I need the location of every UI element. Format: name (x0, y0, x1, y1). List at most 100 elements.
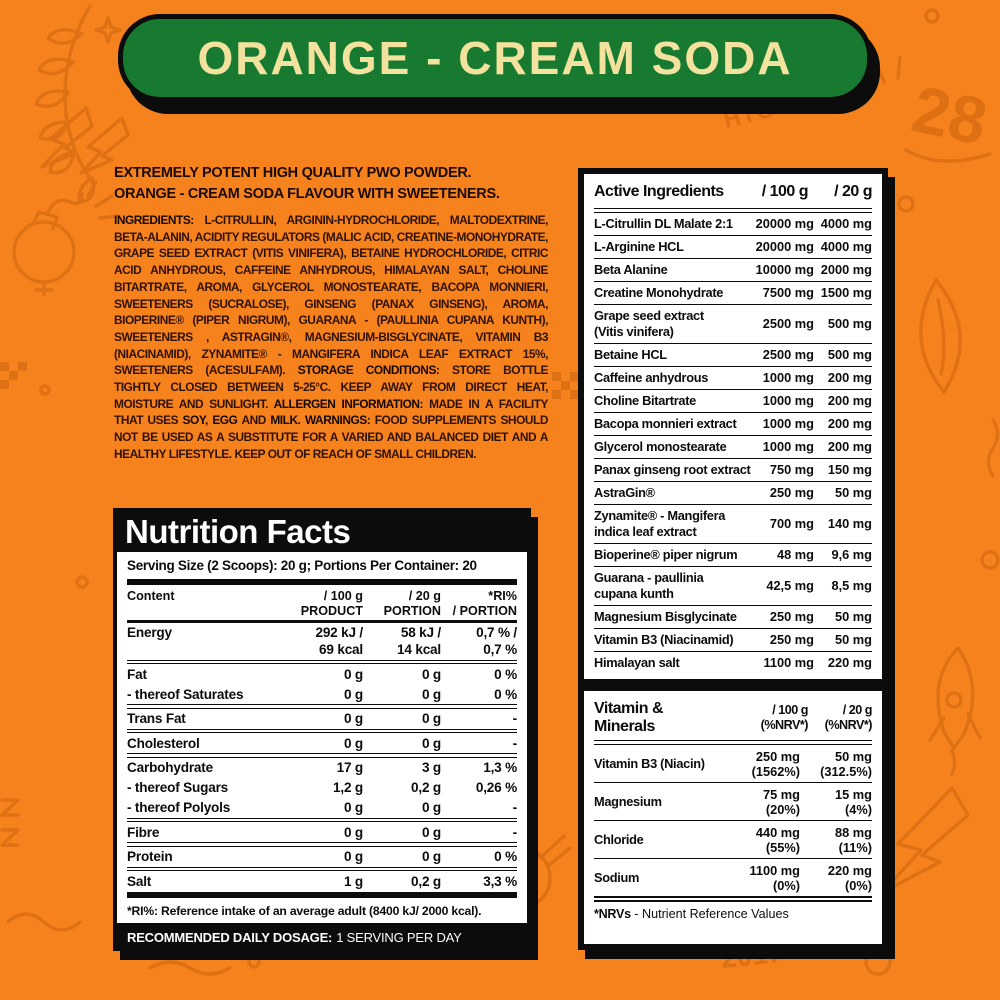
dosage-label: RECOMMENDED DAILY DOSAGE: (127, 929, 333, 945)
ingredient-row: Bioperine® piper nigrum 48 mg 9,6 mg (594, 543, 872, 566)
row-divider (127, 842, 517, 847)
leaf-icon (919, 278, 962, 394)
value-per-100g: 0 g (343, 686, 363, 702)
lightning-bolt-icon (79, 116, 130, 175)
ingredient-row: Choline Bitartrate 1000 mg 200 mg (594, 389, 872, 412)
nutrition-facts-title: Nutrition Facts (117, 512, 527, 552)
ingredient-row: Bacopa monnieri extract 1000 mg 200 mg (594, 412, 872, 435)
nutrient-name: Fat (127, 666, 147, 682)
nutrition-row: - thereof Polyols 0 g 0 g - (127, 798, 517, 818)
rocket-window-icon (945, 691, 963, 709)
ri-percent: - (512, 711, 518, 726)
header-divider (594, 208, 872, 213)
value-per-portion: 0 g (421, 824, 441, 840)
nutrition-row: Cholesterol 0 g 0 g - (127, 733, 517, 753)
ingredient-name: Vitamin B3 (Niacinamid) (594, 632, 734, 647)
header-divider (594, 740, 872, 745)
nrv-text: - Nutrient Reference Values (630, 907, 789, 921)
value-per-portion: 0,2 g (411, 780, 441, 795)
amount-per-100g: 1000 mg (762, 439, 814, 454)
column-per-100g-nrv: / 100 g (%NRV*) (760, 703, 809, 732)
ingredient-name: Himalayan salt (594, 655, 680, 670)
description-line-2: ORANGE - CREAM SODA FLAVOUR WITH SWEETEN… (114, 186, 500, 202)
nutrition-row: Trans Fat 0 g 0 g - (127, 709, 517, 729)
bomb-cap-icon (31, 192, 84, 231)
amount-per-100g: 440 mg (55%) (755, 824, 800, 855)
lightning-bolt-icon (40, 106, 94, 169)
ingredient-name: Creatine Monohydrate (594, 285, 724, 300)
amount-per-100g: 48 mg (777, 547, 814, 562)
column-per-100g: / 100 g PRODUCT (300, 589, 363, 618)
amount-per-20g: 9,6 mg (831, 547, 872, 562)
amount-per-100g: 20000 mg (755, 216, 814, 231)
ingredient-name: AstraGin® (594, 485, 655, 500)
nutrition-row: Energy 292 kJ /69 kcal 58 kJ /14 kcal 0,7 %… (127, 623, 517, 660)
amount-per-100g: 250 mg (769, 485, 814, 500)
nutrient-name: Fibre (127, 824, 160, 840)
ri-percent: 0,26 % (475, 780, 517, 795)
nutrient-name: Carbohydrate (127, 760, 213, 775)
lightning-bolt-icon (881, 786, 970, 894)
amount-per-20g: 1500 mg (820, 285, 872, 300)
ri-percent: 0 % (494, 666, 517, 682)
active-ingredients-panel: Active Ingredients / 100 g / 20 g L-Citr… (578, 168, 888, 950)
ingredient-name: Grape seed extract (Vitis vinifera) (594, 308, 704, 339)
value-per-portion: 0 g (421, 686, 441, 702)
nutrition-table-body: Energy 292 kJ /69 kcal 58 kJ /14 kcal 0,7 %… (127, 623, 517, 892)
amount-per-100g: 250 mg (1562%) (751, 748, 800, 779)
circle-doodle-icon (75, 575, 89, 589)
nutrition-row: Protein 0 g 0 g 0 % (127, 847, 517, 867)
ingredient-name: Caffeine anhydrous (594, 370, 709, 385)
amount-per-20g: 50 mg (835, 485, 872, 500)
bomb-icon (12, 220, 76, 284)
ingredient-row: Caffeine anhydrous 1000 mg 200 mg (594, 366, 872, 389)
value-per-100g: 292 kJ /69 kcal (315, 625, 363, 657)
circle-doodle-icon (864, 948, 892, 976)
ingredient-row: Magnesium Bisglycinate 250 mg 50 mg (594, 605, 872, 628)
ri-percent: 0 % (494, 686, 517, 702)
ri-percent: 0,7 % /0,7 % (476, 625, 517, 657)
amount-per-100g: 1000 mg (762, 416, 814, 431)
amount-per-20g: 220 mg (827, 655, 872, 670)
amount-per-20g: 8,5 mg (831, 578, 872, 593)
vitamin-name: Magnesium (594, 794, 662, 809)
ingredient-name: Bacopa monnieri extract (594, 416, 737, 431)
amount-per-100g: 700 mg (769, 516, 814, 531)
vitamin-row: Sodium 1100 mg (0%) 220 mg (0%) (594, 858, 872, 896)
amount-per-100g: 7500 mg (762, 285, 814, 300)
nutrition-facts-panel: Nutrition Facts Serving Size (2 Scoops):… (113, 508, 531, 951)
thick-divider (127, 892, 517, 898)
squiggle-icon (148, 960, 232, 976)
value-per-100g: 0 g (343, 735, 363, 751)
column-ri-percent: *RI% / PORTION (452, 589, 517, 618)
nutrition-row: - thereof Saturates 0 g 0 g 0 % (127, 684, 517, 704)
amount-per-100g: 75 mg (20%) (763, 786, 800, 817)
amount-per-20g: 500 mg (827, 347, 872, 362)
amount-per-100g: 42,5 mg (766, 578, 814, 593)
thick-divider (127, 579, 517, 585)
value-per-portion: 0 g (421, 849, 441, 864)
nutrition-row: Salt 1 g 0,2 g 3,3 % (127, 871, 517, 891)
nutrient-name: Energy (127, 625, 172, 640)
amount-per-20g: 2000 mg (820, 262, 872, 277)
circle-doodle-icon (39, 384, 51, 396)
value-per-portion: 0 g (421, 735, 441, 751)
amount-per-20g: 200 mg (827, 393, 872, 408)
bomb-spark-icon (34, 180, 120, 296)
ingredient-row: Zynamite® - Mangifera indica leaf extract… (594, 504, 872, 543)
ingredient-row: Himalayan salt 1100 mg 220 mg (594, 651, 872, 674)
amount-per-20g: 200 mg (827, 439, 872, 454)
amount-per-20g: 50 mg (312.5%) (820, 748, 872, 779)
ingredient-name: Guarana - paullinia cupana kunth (594, 570, 704, 601)
ingredient-name: Beta Alanine (594, 262, 668, 277)
ri-percent: - (512, 800, 518, 815)
ingredient-row: AstraGin® 250 mg 50 mg (594, 481, 872, 504)
amount-per-20g: 200 mg (827, 370, 872, 385)
nutrient-name: Salt (127, 873, 152, 889)
ingredient-row: Creatine Monohydrate 7500 mg 1500 mg (594, 281, 872, 304)
ri-percent: 1,3 % (483, 760, 517, 775)
vitamins-title: Vitamin & Minerals (594, 700, 664, 735)
ingredient-row: Panax ginseng root extract 750 mg 150 mg (594, 458, 872, 481)
laurel-leaves-icon (34, 28, 96, 204)
checkered-flag-icon (0, 362, 27, 389)
